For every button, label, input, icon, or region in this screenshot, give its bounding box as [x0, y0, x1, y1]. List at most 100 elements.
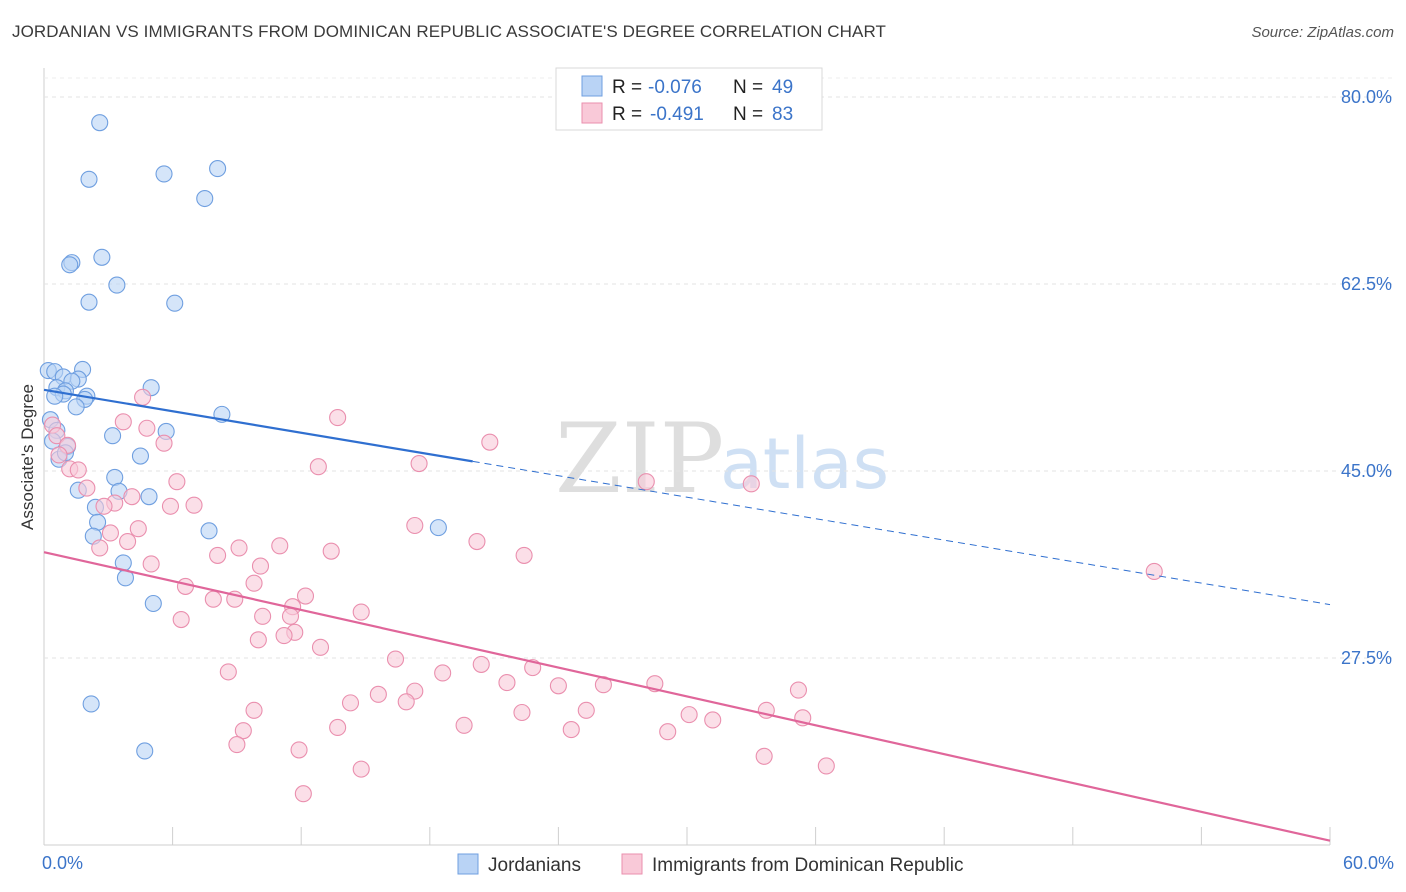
point-dominican-23	[406, 516, 424, 535]
point-dominican-30	[322, 542, 340, 560]
point-dominican-66	[789, 681, 808, 699]
point-dominican-69	[455, 716, 473, 734]
point-dominican-51	[219, 663, 237, 681]
point-dominican-24	[101, 524, 119, 542]
point-dominican-16	[742, 475, 760, 493]
watermark-atlas: atlas	[720, 423, 889, 505]
series-legend: Jordanians Immigrants from Dominican Rep…	[457, 853, 964, 876]
y-tick-label-45: 45.0%	[1341, 461, 1392, 481]
point-dominican-75	[352, 760, 370, 778]
legend-n-value-1: 83	[772, 104, 793, 125]
point-dominican-78	[577, 701, 595, 719]
point-jordanians-5	[93, 248, 111, 266]
trendline-jordanians-dashed	[472, 460, 1331, 606]
point-dominican-81	[817, 757, 835, 775]
point-dominican-77	[562, 721, 580, 739]
point-dominican-19	[95, 497, 113, 515]
point-dominican-27	[119, 532, 137, 551]
point-dominican-48	[311, 638, 330, 656]
y-tick-labels: 80.0% 62.5% 45.0% 27.5%	[1341, 87, 1392, 668]
point-jordanians-1	[80, 170, 98, 188]
point-dominican-67	[704, 711, 722, 729]
legend-n-label-0: N =	[733, 77, 763, 98]
point-dominican-15	[637, 473, 655, 491]
bottom-legend-label-jordanians: Jordanians	[488, 855, 581, 876]
point-dominican-32	[468, 532, 486, 551]
point-dominican-5	[69, 461, 87, 479]
point-dominican-49	[249, 631, 267, 649]
point-dominican-13	[410, 454, 428, 473]
point-dominican-50	[275, 627, 293, 645]
point-dominican-57	[341, 694, 360, 712]
point-dominican-36	[1145, 562, 1163, 580]
y-tick-label-80: 80.0%	[1341, 87, 1392, 107]
point-dominican-9	[155, 434, 173, 452]
point-dominican-22	[185, 496, 203, 514]
point-dominican-40	[204, 590, 222, 608]
point-dominican-43	[352, 603, 370, 621]
point-dominican-7	[114, 413, 132, 431]
point-dominican-74	[290, 741, 308, 759]
point-jordanians-8	[108, 276, 126, 294]
point-dominican-65	[680, 706, 698, 724]
legend-n-label-1: N =	[733, 104, 763, 125]
trendlines	[43, 388, 1331, 842]
point-dominican-34	[251, 557, 270, 575]
bottom-legend-swatch-jordanians	[457, 853, 479, 875]
point-dominican-37	[176, 577, 195, 595]
point-dominican-61	[549, 677, 567, 695]
point-jordanians-26	[104, 427, 122, 445]
point-jordanians-7	[61, 256, 79, 274]
point-dominican-11	[329, 409, 347, 427]
trendline-dominican	[43, 551, 1331, 842]
point-dominican-29	[271, 537, 289, 555]
point-dominican-1	[48, 427, 66, 445]
point-jordanians-3	[209, 160, 227, 178]
point-dominican-31	[515, 546, 533, 564]
point-jordanians-2	[155, 165, 173, 183]
point-dominican-41	[296, 587, 315, 605]
point-jordanians-42	[144, 594, 162, 613]
point-dominican-46	[254, 607, 272, 625]
point-dominican-17	[168, 473, 186, 491]
point-dominican-20	[123, 488, 141, 506]
trendline-jordanians-solid	[43, 388, 473, 463]
point-dominican-76	[294, 785, 312, 803]
x-ticks	[43, 827, 1331, 845]
point-dominican-14	[309, 458, 327, 476]
point-dominican-12	[481, 433, 499, 451]
point-jordanians-38	[429, 519, 447, 537]
point-dominican-6	[78, 479, 96, 497]
series-jordanians	[39, 114, 447, 760]
x-tick-label-right: 60.0%	[1343, 853, 1394, 873]
point-dominican-35	[142, 555, 160, 573]
point-jordanians-30	[131, 447, 149, 465]
point-dominican-59	[397, 693, 415, 711]
bottom-legend-swatch-dominican	[621, 853, 643, 875]
legend-swatch-jordanians	[581, 75, 603, 97]
point-jordanians-10	[166, 294, 184, 312]
point-dominican-56	[369, 685, 387, 703]
legend-r-value-1: -0.491	[650, 104, 704, 125]
y-tick-label-27-5: 27.5%	[1341, 648, 1392, 668]
point-jordanians-37	[200, 522, 218, 540]
point-dominican-53	[434, 664, 452, 682]
legend-r-label-0: R =	[612, 77, 642, 98]
point-dominican-60	[498, 674, 516, 692]
point-dominican-68	[513, 703, 531, 722]
point-dominican-73	[228, 736, 246, 754]
legend-r-value-0: -0.076	[648, 77, 702, 98]
point-dominican-33	[209, 546, 227, 564]
point-jordanians-34	[140, 488, 158, 506]
point-dominican-70	[329, 718, 347, 737]
y-axis-label: Associate's Degree	[18, 384, 37, 530]
bottom-legend-label-dominican: Immigrants from Dominican Republic	[652, 855, 964, 876]
point-dominican-26	[91, 539, 109, 557]
point-jordanians-44	[136, 742, 154, 760]
point-dominican-3	[50, 446, 68, 464]
legend-swatch-dominican	[581, 102, 603, 124]
point-dominican-52	[386, 650, 405, 668]
y-tick-label-62-5: 62.5%	[1341, 274, 1392, 294]
point-dominican-79	[659, 723, 677, 741]
